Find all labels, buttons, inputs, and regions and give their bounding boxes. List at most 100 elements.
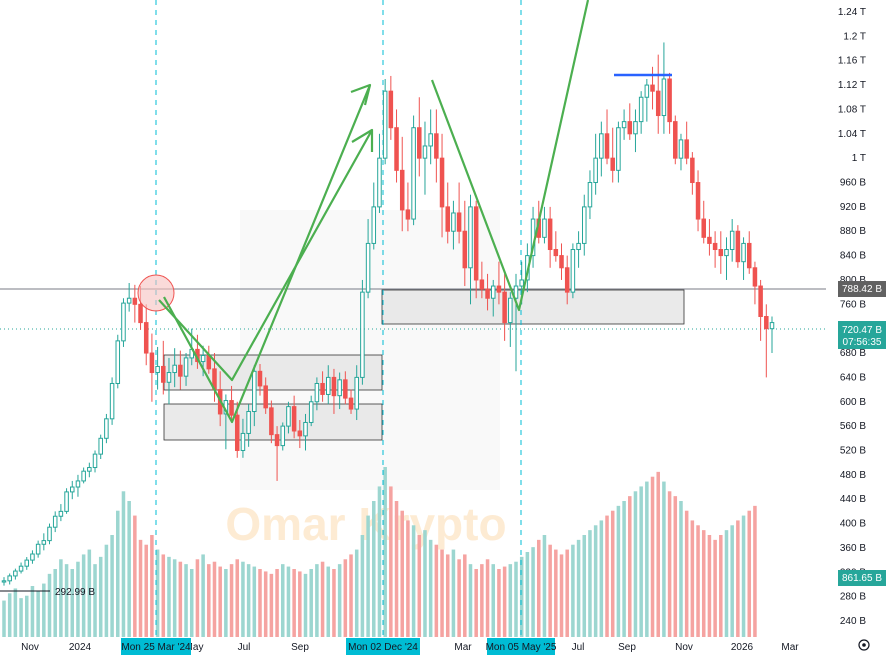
volume-bar bbox=[519, 556, 524, 637]
volume-bar bbox=[24, 595, 29, 637]
candle-body bbox=[257, 370, 263, 387]
volume-bar bbox=[81, 554, 86, 637]
volume-bar bbox=[508, 564, 513, 637]
zigzag-up-2 bbox=[158, 129, 373, 382]
candle-body bbox=[741, 242, 746, 263]
candle-body bbox=[121, 302, 126, 342]
volume-bar bbox=[445, 554, 450, 637]
volume-bar bbox=[286, 566, 291, 637]
candle-body bbox=[667, 78, 672, 123]
volume-bar bbox=[411, 525, 416, 637]
candle-body bbox=[582, 206, 587, 244]
volume-bar bbox=[315, 564, 319, 637]
y-tick-label: 520 B bbox=[840, 445, 866, 456]
volume-bar bbox=[167, 556, 171, 637]
x-tick-label: 2024 bbox=[69, 642, 92, 653]
volume-bar bbox=[19, 598, 23, 637]
volume-bar bbox=[622, 501, 626, 637]
volume-bar bbox=[514, 561, 518, 637]
candle-body bbox=[58, 510, 64, 517]
candle-body bbox=[360, 291, 365, 378]
candle-body bbox=[729, 230, 735, 251]
candle-body bbox=[269, 407, 274, 436]
volume-bar bbox=[343, 559, 348, 637]
volume-bar bbox=[201, 554, 205, 637]
candle-body bbox=[35, 543, 41, 555]
zone-box bbox=[381, 289, 685, 325]
volume-bar bbox=[610, 510, 615, 637]
candle-body bbox=[252, 370, 257, 413]
y-tick-label: 1.24 T bbox=[838, 7, 866, 18]
candle-body bbox=[490, 285, 496, 299]
volume-bar bbox=[76, 561, 80, 637]
volume-bar bbox=[218, 566, 222, 637]
volume-bar bbox=[53, 569, 57, 637]
level-tag bbox=[838, 281, 886, 297]
volume-bar bbox=[633, 491, 638, 637]
volume-bar bbox=[673, 496, 678, 637]
candle-body bbox=[308, 401, 314, 423]
volume-bar bbox=[428, 539, 433, 637]
y-tick-label: 680 B bbox=[840, 348, 866, 359]
candle-body bbox=[684, 139, 689, 159]
y-axis: 1.24 T 1.2 T 1.16 T 1.12 T 1.08 T 1.04 T 1 T 96… bbox=[838, 7, 866, 627]
candle-body bbox=[638, 96, 644, 123]
candle-body bbox=[559, 255, 564, 269]
candle-body bbox=[297, 430, 303, 437]
candle-body bbox=[434, 133, 439, 159]
volume-bar bbox=[116, 510, 120, 637]
volume-bar bbox=[724, 530, 729, 637]
candle-body bbox=[377, 157, 382, 208]
volume-bar bbox=[303, 573, 308, 637]
volume-bar bbox=[229, 564, 234, 637]
volume-bar bbox=[468, 564, 473, 637]
x-axis: Nov2024MayJulSepNovJanMarMayJulSepNov202… bbox=[21, 638, 799, 655]
candle-body bbox=[485, 288, 490, 299]
volume-bar bbox=[713, 539, 717, 637]
volume-bar bbox=[701, 530, 706, 637]
volume-bar bbox=[280, 564, 285, 637]
candle-body bbox=[371, 206, 377, 244]
volume-bar bbox=[349, 554, 353, 637]
y-tick-label: 960 B bbox=[840, 178, 866, 189]
volume-bar bbox=[707, 535, 712, 637]
candle-body bbox=[183, 357, 189, 377]
candle-body bbox=[570, 249, 576, 293]
candle-body bbox=[712, 242, 718, 251]
candle-body bbox=[746, 242, 752, 269]
volume-bar bbox=[133, 515, 137, 637]
candle-body bbox=[286, 406, 291, 427]
volume-bar bbox=[394, 501, 399, 637]
candle-body bbox=[320, 382, 325, 395]
candle-body bbox=[274, 434, 280, 447]
x-highlight-tag bbox=[487, 638, 555, 655]
candle-body bbox=[161, 365, 166, 383]
y-tick-label: 1.2 T bbox=[843, 31, 866, 42]
volume-bar bbox=[337, 564, 342, 637]
volume-bar bbox=[64, 564, 69, 637]
level-tag-text: 788.42 B bbox=[842, 284, 882, 295]
candle-body bbox=[365, 242, 371, 293]
y-tick-label: 880 B bbox=[840, 226, 866, 237]
x-tick-label: Mar bbox=[781, 642, 799, 653]
volume-bar bbox=[451, 549, 456, 637]
x-tick-label: Mar bbox=[454, 642, 472, 653]
candle-body bbox=[411, 127, 416, 220]
candle-body bbox=[655, 90, 661, 117]
candle-body bbox=[81, 470, 86, 482]
candle-body bbox=[439, 157, 445, 208]
left-level-label: 292.99 B bbox=[55, 587, 95, 598]
y-tick-label: 400 B bbox=[840, 519, 866, 530]
candle-body bbox=[564, 267, 570, 293]
volume-tag-text: 861.65 B bbox=[842, 573, 882, 584]
candle-body bbox=[769, 322, 775, 330]
y-tick-label: 240 B bbox=[840, 616, 866, 627]
y-tick-label: 1.04 T bbox=[838, 129, 866, 140]
candle-body bbox=[451, 212, 456, 232]
volume-bar bbox=[360, 535, 365, 637]
y-tick-label: 840 B bbox=[840, 251, 866, 262]
candle-body bbox=[98, 437, 103, 455]
volume-bar bbox=[536, 539, 541, 637]
